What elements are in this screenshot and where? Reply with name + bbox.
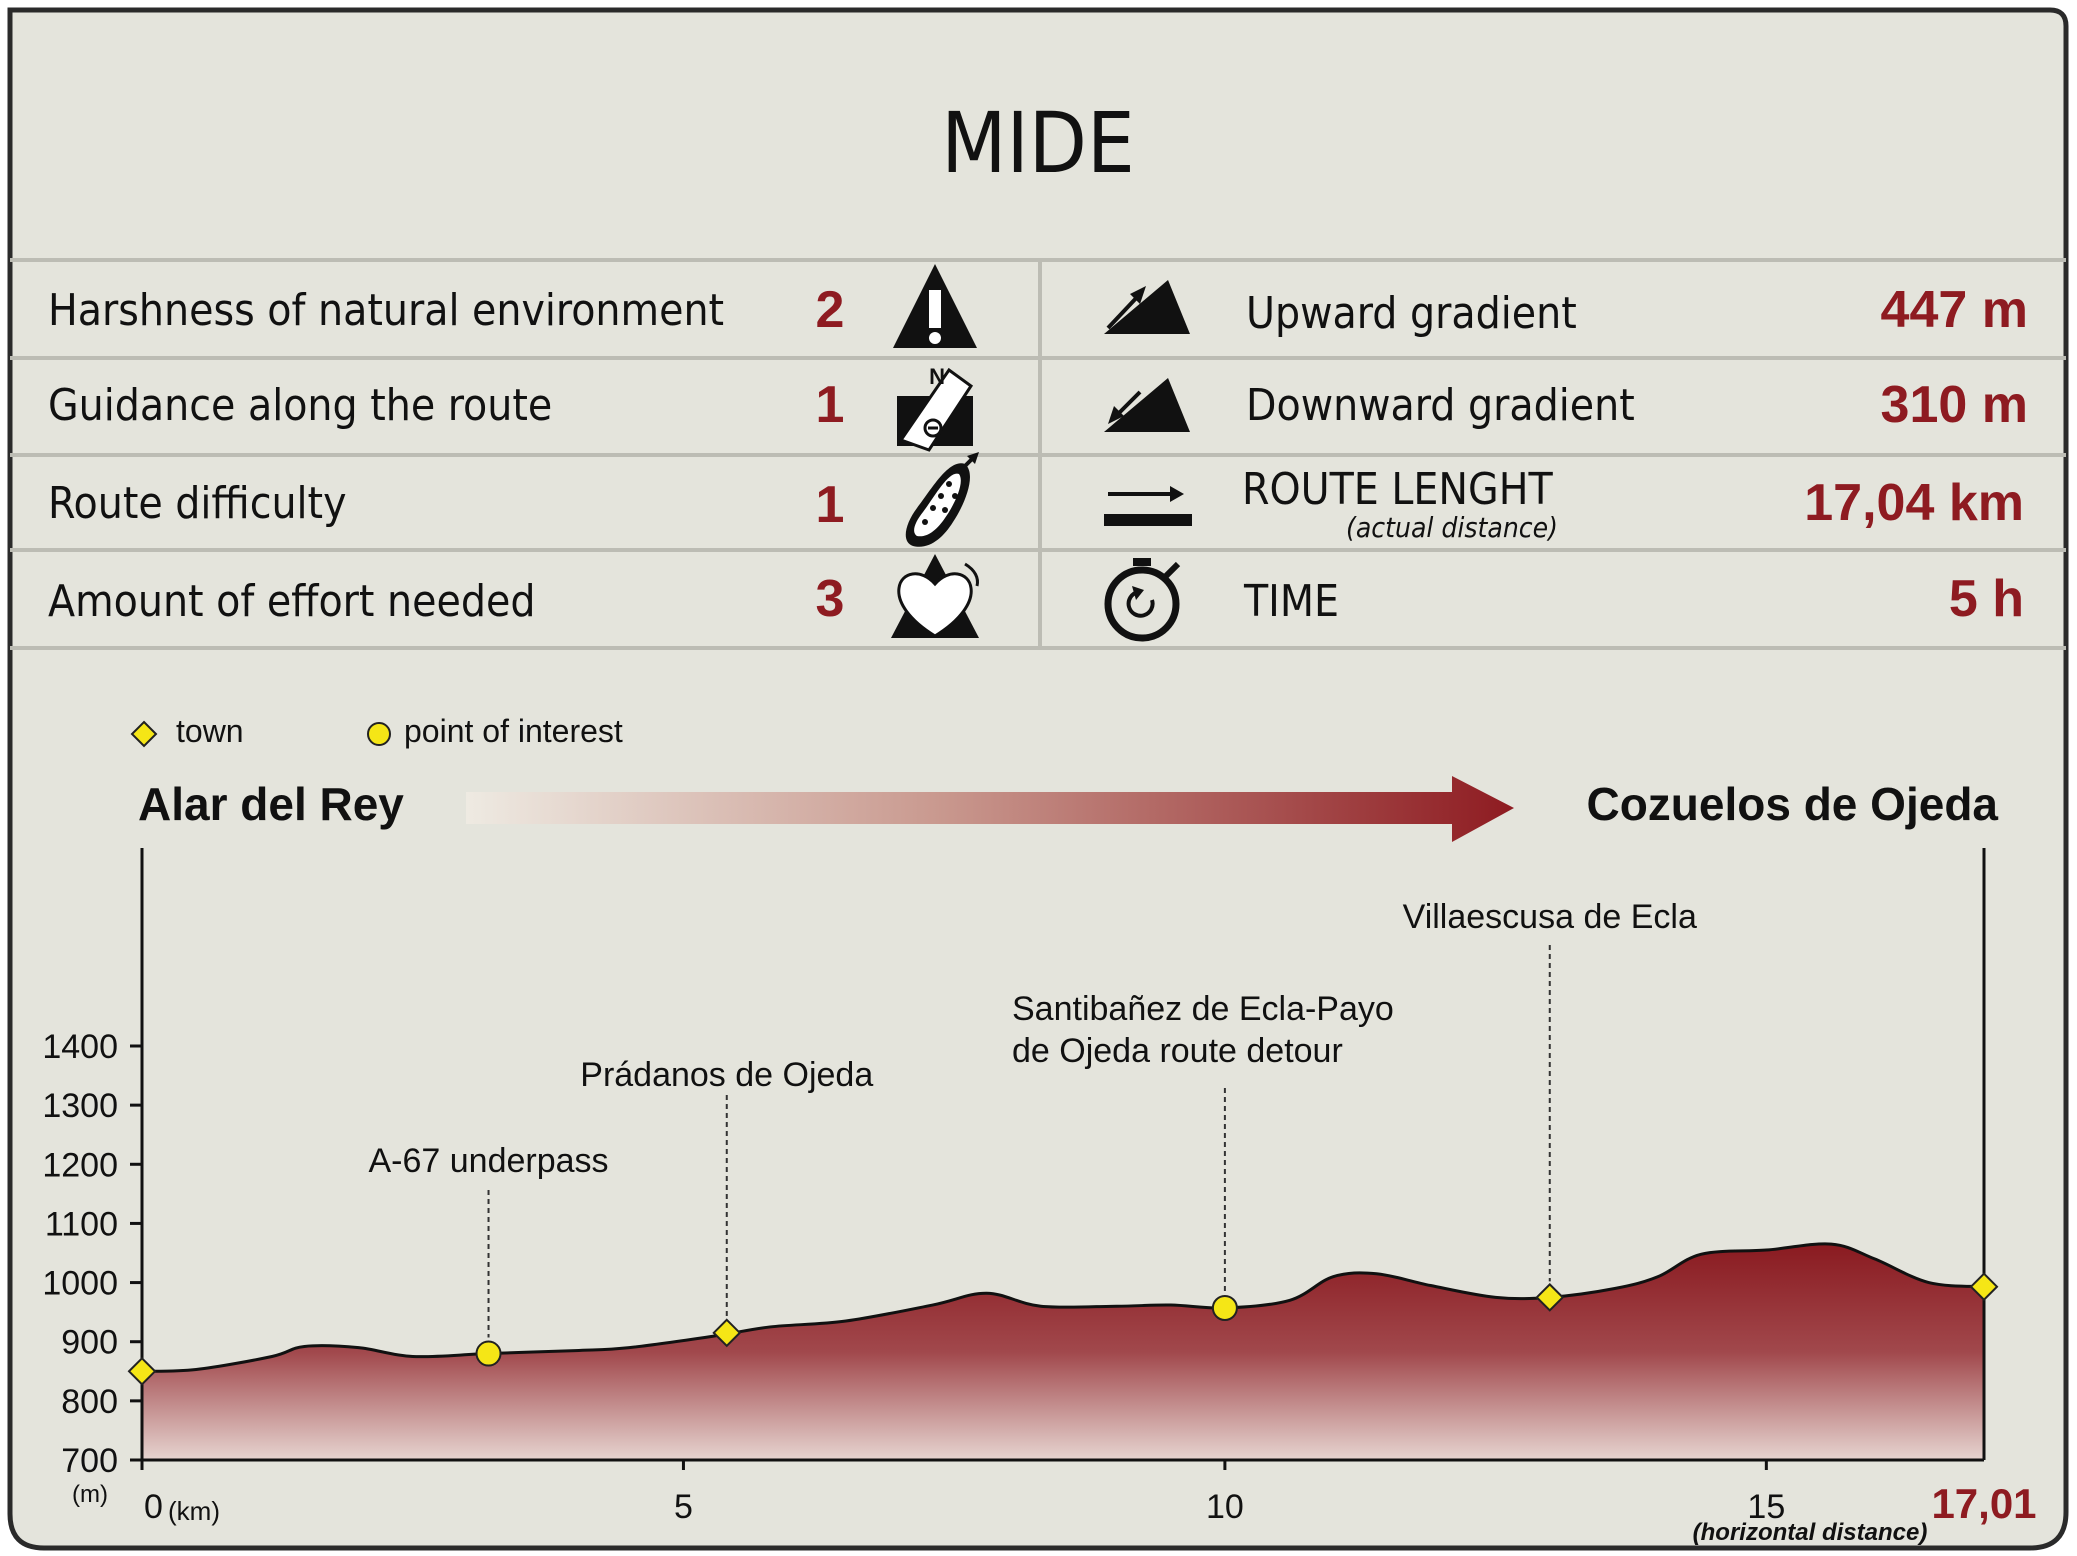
point-label: de Ojeda route detour — [1012, 1032, 1343, 1070]
stat-value-downward: 310 m — [1881, 376, 2028, 434]
poi-marker — [1211, 1295, 1238, 1322]
mide-label-guidance: Guidance along the route — [48, 380, 552, 431]
chart-axes: 700 800 900 1000 1100 1200 1300 1400 0 5 10 15 — [42, 848, 1986, 1526]
legend: town point of interest — [130, 713, 623, 749]
mide-value-harshness: 2 — [816, 281, 845, 339]
route-length-icon — [1104, 486, 1192, 526]
stopwatch-icon — [1104, 558, 1181, 642]
town-marker — [1969, 1272, 1999, 1302]
route-end: Cozuelos de Ojeda — [1586, 778, 1998, 830]
y-tick-label: 700 — [61, 1442, 118, 1480]
point-label: Villaescusa de Ecla — [1403, 898, 1697, 936]
stat-value-route-length: 17,04 km — [1804, 474, 2024, 532]
footprint-icon — [905, 452, 979, 547]
chart-points — [127, 1272, 1999, 1386]
legend-poi-marker — [367, 722, 391, 746]
y-tick-label: 900 — [61, 1324, 118, 1362]
stat-label-time: TIME — [1243, 576, 1339, 627]
legend-town-label: town — [176, 713, 244, 749]
elevation-line — [141, 1242, 1985, 1373]
poi-marker — [475, 1340, 502, 1367]
warning-icon — [893, 264, 977, 348]
x-unit: (km) — [168, 1496, 220, 1526]
mide-value-guidance: 1 — [816, 376, 845, 434]
y-tick-label: 1100 — [45, 1205, 118, 1243]
chart-leader-lines — [487, 945, 1551, 1338]
mide-value-difficulty: 1 — [816, 476, 845, 534]
legend-town-marker — [130, 720, 158, 748]
y-tick-label: 800 — [61, 1383, 118, 1421]
elevation-fill — [142, 1243, 1984, 1460]
x-caption: (horizontal distance) — [1693, 1519, 1928, 1546]
x-tick-label: 10 — [1206, 1488, 1244, 1526]
x-tick-label: 5 — [674, 1488, 693, 1526]
point-label: A-67 underpass — [369, 1142, 609, 1180]
mide-value-effort: 3 — [816, 570, 845, 628]
y-tick-label: 1000 — [42, 1265, 118, 1303]
svg-text:N: N — [929, 364, 945, 389]
stat-label-route-length: ROUTE LENGHT — [1242, 464, 1553, 515]
mide-label-difficulty: Route difficulty — [48, 478, 346, 529]
x-tick-label: 0 — [144, 1488, 163, 1526]
y-tick-label: 1400 — [42, 1028, 118, 1066]
mide-label-effort: Amount of effort needed — [48, 576, 535, 627]
mide-rows: Harshness of natural environment 2 Guida… — [48, 281, 844, 628]
point-label: Prádanos de Ojeda — [580, 1056, 873, 1094]
y-tick-label: 1300 — [42, 1087, 118, 1125]
downward-gradient-icon — [1104, 378, 1190, 432]
chart-point-labels: A-67 underpass Prádanos de Ojeda Santibañe… — [369, 898, 1697, 1180]
sheet-panel — [7, 7, 2069, 1551]
legend-poi-label: point of interest — [404, 713, 623, 749]
town-marker — [127, 1356, 157, 1386]
stat-value-time: 5 h — [1949, 570, 2024, 628]
town-marker — [1535, 1282, 1565, 1312]
page-title: MIDE — [941, 94, 1134, 192]
y-unit: (m) — [72, 1481, 108, 1508]
mide-label-harshness: Harshness of natural environment — [48, 285, 724, 336]
elevation-profile-area — [141, 1242, 1985, 1460]
point-label: Santibañez de Ecla-Payo — [1012, 990, 1394, 1028]
route-start: Alar del Rey — [138, 778, 404, 830]
mide-table-grid — [10, 258, 2066, 650]
stat-sublabel-route-length: (actual distance) — [1346, 511, 1558, 544]
town-marker — [712, 1318, 742, 1348]
direction-arrow — [466, 776, 1514, 842]
stat-label-downward: Downward gradient — [1246, 380, 1635, 431]
stat-value-upward: 447 m — [1881, 281, 2028, 339]
stats: Upward gradient 447 m Downward gradient … — [1242, 281, 2028, 628]
y-tick-label: 1200 — [42, 1146, 118, 1184]
stat-label-upward: Upward gradient — [1246, 288, 1577, 339]
heart-mountain-icon — [891, 554, 979, 638]
x-tick-label: 15 — [1747, 1488, 1785, 1526]
upward-gradient-icon — [1104, 280, 1190, 334]
compass-signpost-icon: N — [897, 364, 974, 452]
x-end-label: 17,01 — [1931, 1480, 2036, 1527]
